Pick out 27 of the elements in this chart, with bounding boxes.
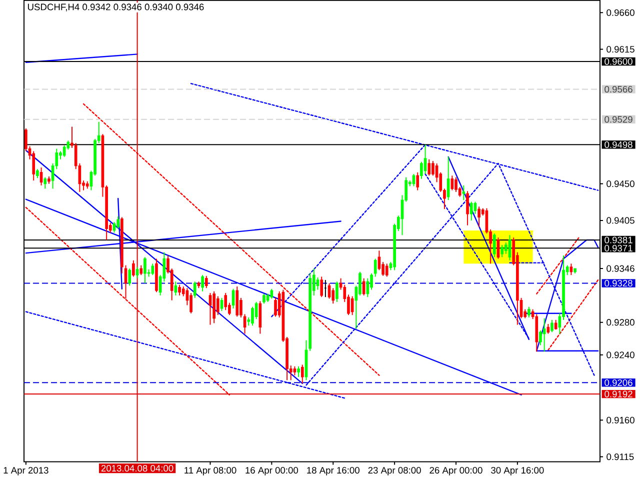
- x-tick-label: 26 Apr 00:00: [430, 466, 482, 476]
- y-tick-label: 0.9405: [606, 217, 634, 224]
- x-tick-label: 30 Apr 16:00: [491, 466, 544, 476]
- x-tick-label: 1 Apr 2013: [4, 466, 48, 476]
- x-tick-label: 11 Apr 08:00: [184, 466, 236, 476]
- ref-line-label: 0.9371: [604, 244, 632, 252]
- y-tick-label: 0.9115: [606, 454, 634, 460]
- y-tick-label: 0.9346: [606, 265, 634, 272]
- ref-line-label: 0.9498: [604, 141, 632, 148]
- y-tick-label: 0.9160: [606, 416, 634, 424]
- y-tick-label: 0.9615: [606, 46, 634, 53]
- ref-line-label: 0.9206: [604, 379, 632, 386]
- ref-line-label: 0.9529: [604, 116, 632, 123]
- x-tick-label: 23 Apr 08:00: [368, 466, 421, 476]
- ref-line-label: 0.9600: [604, 58, 632, 65]
- ref-line-label: 0.9328: [604, 280, 632, 287]
- y-tick-label: 0.9240: [606, 352, 634, 358]
- ref-line-label: 0.9566: [604, 86, 632, 93]
- x-tick-label: 16 Apr 00:00: [246, 466, 298, 476]
- x-tick-label: 18 Apr 16:00: [307, 466, 360, 476]
- y-tick-label: 0.9450: [606, 180, 634, 188]
- ref-line-label: 0.9381: [604, 236, 632, 244]
- chart-title: USDCHF,H4 0.9342 0.9346 0.9340 0.9346: [28, 4, 204, 12]
- y-tick-label: 0.9660: [606, 9, 634, 16]
- ref-line-label: 0.9192: [604, 390, 632, 398]
- x-tick-label: 2013.04.08 04:00: [101, 464, 174, 472]
- y-tick-label: 0.9280: [606, 319, 634, 326]
